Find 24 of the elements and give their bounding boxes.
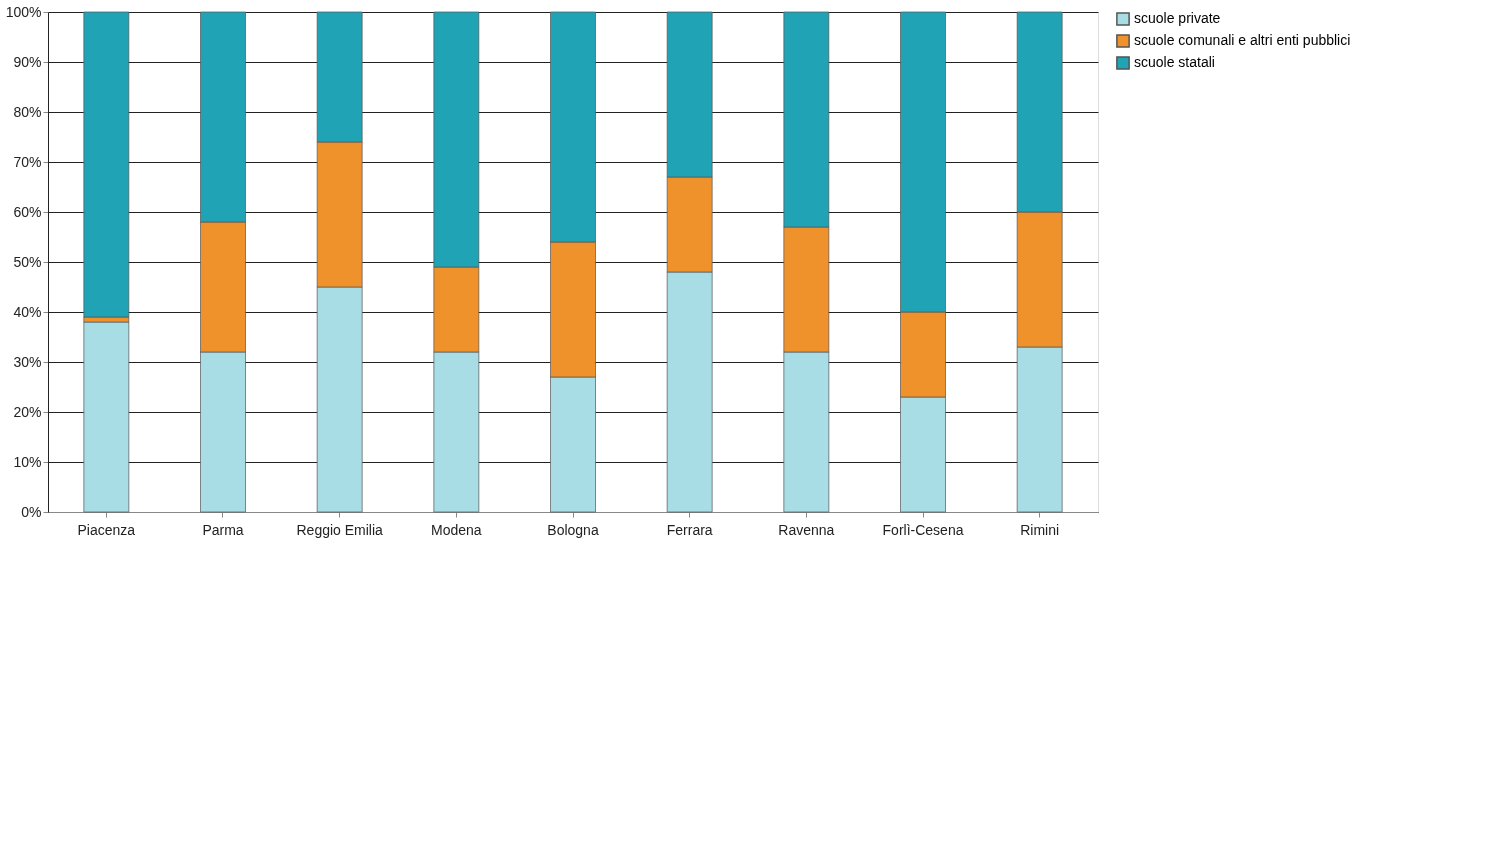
- legend-label: scuole statali: [1134, 54, 1215, 70]
- x-tick-label: Parma: [202, 521, 244, 538]
- y-tick-label: 70%: [13, 153, 42, 170]
- x-tick-label: Ferrara: [666, 521, 713, 538]
- y-tick-label: 20%: [13, 403, 42, 420]
- y-tick-label: 80%: [13, 103, 42, 120]
- x-tick-label: Rimini: [1020, 521, 1060, 538]
- x-tick-label: Bologna: [547, 521, 599, 538]
- bar: [83, 321, 130, 513]
- y-tick-label: 40%: [13, 303, 42, 320]
- y-tick-label: 100%: [5, 3, 42, 20]
- legend-label: scuole private: [1134, 10, 1221, 26]
- x-tick-label: Reggio Emilia: [296, 521, 384, 538]
- legend-label: scuole comunali e altri enti pubblici: [1134, 32, 1351, 48]
- y-tick-label: 30%: [13, 353, 42, 370]
- x-tick-label: Forlì-Cesena: [882, 521, 964, 538]
- y-tick-label: 0%: [21, 503, 42, 520]
- y-tick-label: 50%: [13, 253, 42, 270]
- y-tick-label: 10%: [13, 453, 42, 470]
- y-tick-label: 90%: [13, 53, 42, 70]
- x-tick-label: Modena: [431, 521, 482, 538]
- x-tick-label: Ravenna: [778, 521, 835, 538]
- y-tick-label: 60%: [13, 203, 42, 220]
- x-tick-label: Piacenza: [77, 521, 136, 538]
